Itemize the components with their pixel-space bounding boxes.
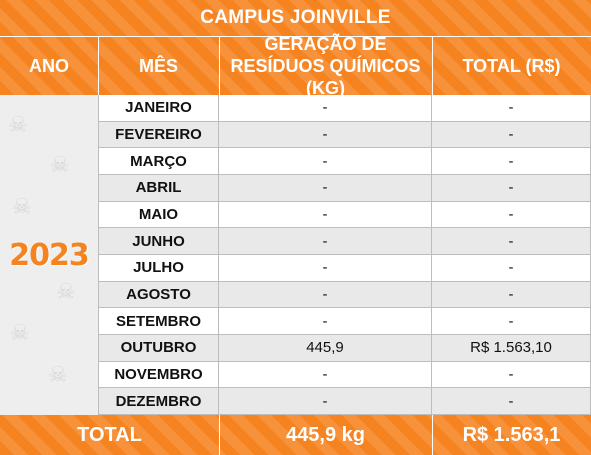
total-cell: R$ 1.563,10 [432,335,591,362]
geracao-cell: - [219,148,432,175]
geracao-cell: - [219,388,432,415]
footer-divider [432,415,433,455]
geracao-cell: 445,9 [219,335,432,362]
table-row: JUNHO - - [98,228,591,255]
table-row: OUTUBRO 445,9 R$ 1.563,10 [98,335,591,362]
month-cell: JULHO [98,255,219,282]
total-cell: - [432,201,591,229]
year-cell: ☠ ☠ ☠ ☠ ☠ ☠ 2023 [0,95,98,415]
header-divider [98,37,99,95]
geracao-cell: - [219,281,432,309]
geracao-cell: - [219,95,432,122]
table-row: MAIO - - [98,201,591,229]
header-divider [219,37,220,95]
geracao-cell: - [219,361,432,389]
total-cell: - [432,281,591,309]
total-cell: - [432,95,591,122]
skull-crossbones-icon: ☠ [12,195,32,220]
header-divider [432,37,433,95]
table-row: MARÇO - - [98,148,591,175]
table-row: JULHO - - [98,255,591,282]
total-row: TOTAL 445,9 kg R$ 1.563,1 [0,415,591,455]
geracao-cell: - [219,255,432,282]
total-cell: - [432,361,591,389]
total-value: R$ 1.563,1 [462,423,561,446]
geracao-cell: - [219,308,432,335]
skull-crossbones-icon: ☠ [8,113,28,138]
geracao-cell: - [219,201,432,229]
total-geracao: 445,9 kg [286,423,365,446]
total-cell: - [432,175,591,202]
month-cell: MARÇO [98,148,219,175]
header-mes: MÊS [98,37,219,95]
total-cell: - [432,148,591,175]
table-row: NOVEMBRO - - [98,361,591,389]
total-cell: - [432,308,591,335]
header-geracao-line2: RESÍDUOS QUÍMICOS (KG) [230,56,421,98]
footer-divider [219,415,220,455]
table-row: DEZEMBRO - - [98,388,591,415]
geracao-cell: - [219,175,432,202]
total-cell: - [432,388,591,415]
month-cell: AGOSTO [98,281,219,309]
month-cell: OUTUBRO [98,335,219,362]
total-cell: - [432,228,591,255]
skull-crossbones-icon: ☠ [48,363,68,388]
table-title: CAMPUS JOINVILLE [0,0,591,37]
header-geracao-line1: GERAÇÃO DE [264,34,387,54]
month-cell: ABRIL [98,175,219,202]
table-row: JANEIRO - - [98,95,591,122]
skull-crossbones-icon: ☠ [10,321,30,346]
total-cell: - [432,121,591,149]
month-cell: MAIO [98,201,219,229]
total-label: TOTAL [77,423,142,446]
month-cell: SETEMBRO [98,308,219,335]
table-row: AGOSTO - - [98,281,591,309]
skull-crossbones-icon: ☠ [50,153,70,178]
header-total: TOTAL (R$) [432,37,591,95]
skull-crossbones-icon: ☠ [56,280,76,305]
table-row: SETEMBRO - - [98,308,591,335]
month-cell: JUNHO [98,228,219,255]
header-geracao: GERAÇÃO DE RESÍDUOS QUÍMICOS (KG) [219,34,432,98]
header-ano: ANO [0,37,98,95]
geracao-cell: - [219,121,432,149]
total-cell: - [432,255,591,282]
table-row: FEVEREIRO - - [98,121,591,149]
table-row: ABRIL - - [98,175,591,202]
month-cell: FEVEREIRO [98,121,219,149]
year-label: 2023 [9,237,89,273]
geracao-cell: - [219,228,432,255]
month-cell: NOVEMBRO [98,361,219,389]
month-cell: JANEIRO [98,95,219,122]
month-cell: DEZEMBRO [98,388,219,415]
